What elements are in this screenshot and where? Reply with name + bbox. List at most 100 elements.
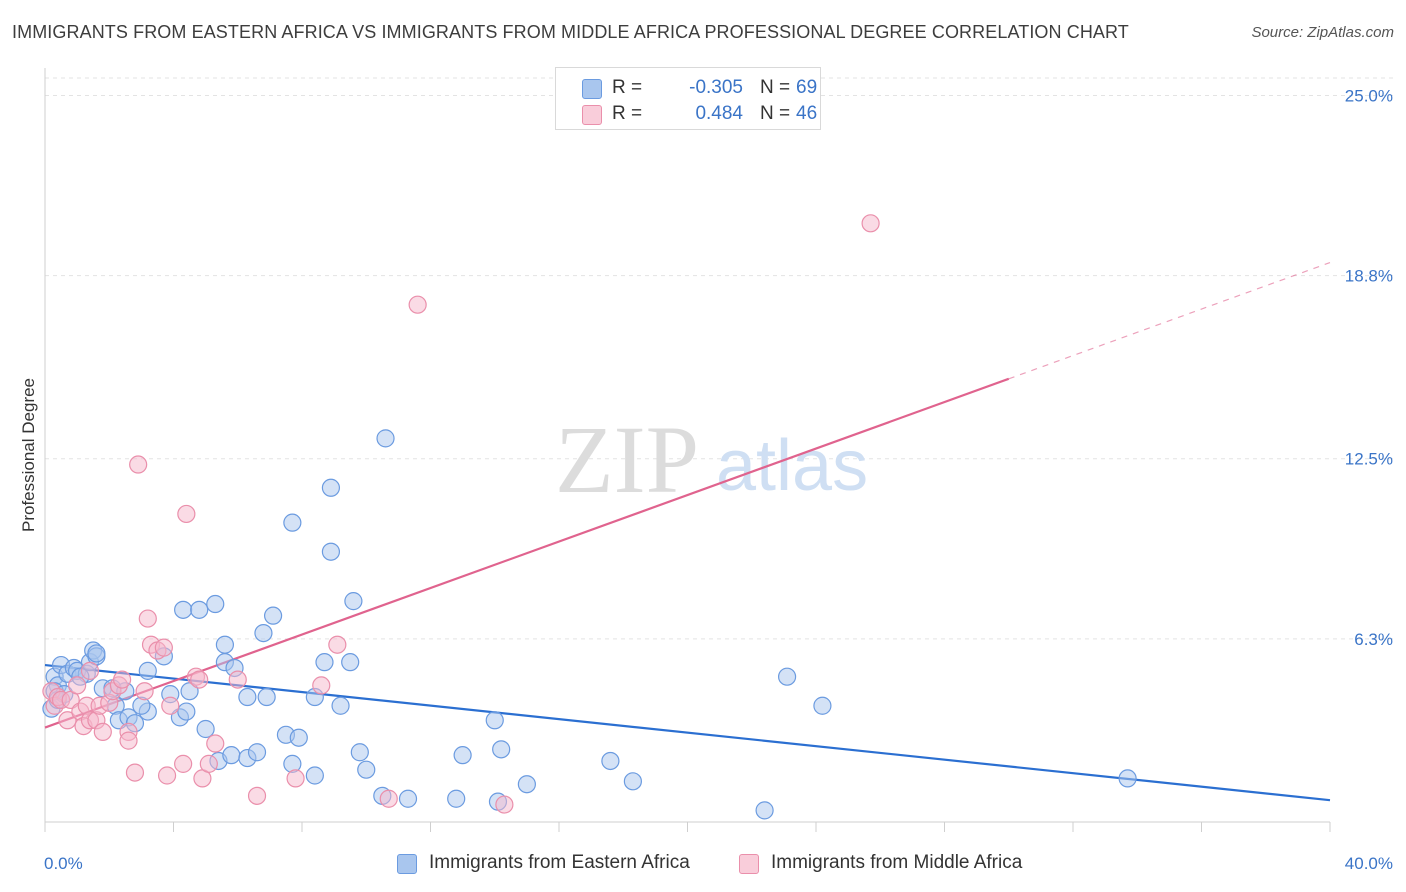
eastern-africa-point xyxy=(341,653,360,672)
middle-africa-point xyxy=(199,754,218,773)
eastern-africa-point xyxy=(87,644,106,663)
x-tick-label: 40.0% xyxy=(1345,854,1393,873)
middle-africa-point xyxy=(154,638,173,657)
eastern-africa-point xyxy=(398,789,418,808)
chart-title: IMMIGRANTS FROM EASTERN AFRICA VS IMMIGR… xyxy=(12,22,1129,42)
eastern-africa-point xyxy=(453,746,472,765)
eastern-africa-point xyxy=(254,623,273,643)
middle-africa-point xyxy=(125,763,145,782)
middle-africa-point xyxy=(379,789,398,808)
middle-africa-point xyxy=(161,696,180,715)
n-label: N = xyxy=(760,77,791,98)
eastern-africa-point xyxy=(222,746,241,765)
eastern-africa-point xyxy=(623,772,642,791)
eastern-africa-point xyxy=(601,751,620,771)
middle-africa-point xyxy=(135,682,154,701)
eastern-africa-point xyxy=(215,635,234,654)
middle-africa-point xyxy=(174,754,193,773)
eastern-africa-point xyxy=(305,766,324,785)
blue-swatch-icon xyxy=(582,79,602,99)
middle-africa-trendline xyxy=(44,377,1010,729)
y-tick-labels: 6.3% 12.5% 18.8% 25.0% xyxy=(1345,86,1393,648)
middle-africa-point xyxy=(177,504,196,524)
correlation-legend: R = -0.305 N = 69 R = 0.484 N = 46 xyxy=(555,67,821,130)
data-points xyxy=(42,214,1137,820)
pink-swatch-icon xyxy=(582,105,602,125)
eastern-africa-point xyxy=(138,661,157,680)
eastern-africa-point xyxy=(206,594,225,614)
trend-lines xyxy=(44,261,1331,802)
source-label: Source: ZipAtlas.com xyxy=(1251,24,1394,41)
eastern-africa-trendline xyxy=(44,663,1331,802)
watermark: ZIP atlas xyxy=(555,406,868,513)
eastern-africa-point xyxy=(174,600,193,619)
eastern-africa-point xyxy=(777,667,797,686)
n-label: N = xyxy=(760,103,791,124)
series-label: Immigrants from Eastern Africa xyxy=(429,852,690,873)
r-label: R = xyxy=(612,77,643,98)
eastern-africa-point xyxy=(331,696,350,715)
eastern-africa-point xyxy=(492,740,511,759)
middle-africa-point xyxy=(286,769,305,788)
eastern-africa-point xyxy=(190,600,209,619)
watermark-zip: ZIP xyxy=(555,406,699,513)
middle-africa-point xyxy=(129,455,148,474)
middle-africa-point xyxy=(495,795,514,814)
middle-africa-point xyxy=(247,786,267,805)
y-tick-label: 25.0% xyxy=(1345,86,1393,105)
eastern-africa-point xyxy=(263,606,283,625)
eastern-africa-point xyxy=(344,592,363,611)
eastern-africa-point xyxy=(350,743,369,762)
eastern-africa-point xyxy=(485,711,504,730)
middle-africa-point xyxy=(312,676,331,695)
middle-africa-trendline-extension xyxy=(1008,261,1331,380)
pink-swatch-icon xyxy=(739,854,759,874)
series-label: Immigrants from Middle Africa xyxy=(771,852,1023,873)
middle-africa-point xyxy=(206,734,225,753)
eastern-africa-point xyxy=(321,542,341,561)
eastern-africa-point xyxy=(376,429,395,448)
r-value: -0.305 xyxy=(689,77,743,98)
middle-africa-point xyxy=(58,711,77,730)
middle-africa-point xyxy=(861,214,880,233)
middle-africa-point xyxy=(138,609,157,628)
middle-africa-point xyxy=(328,635,347,654)
eastern-africa-point xyxy=(1118,769,1137,788)
y-tick-label: 18.8% xyxy=(1345,267,1393,286)
middle-africa-point xyxy=(190,670,209,689)
eastern-africa-point xyxy=(315,653,334,672)
middle-africa-point xyxy=(228,670,247,689)
eastern-africa-point xyxy=(755,801,774,820)
eastern-africa-point xyxy=(517,775,536,794)
middle-africa-point xyxy=(93,722,112,742)
r-value: 0.484 xyxy=(695,103,743,124)
y-axis-label: Professional Degree xyxy=(19,378,38,532)
eastern-africa-point xyxy=(321,478,341,497)
middle-africa-point xyxy=(68,676,87,695)
n-value: 46 xyxy=(796,103,818,124)
y-tick-label: 12.5% xyxy=(1345,450,1393,469)
eastern-africa-point xyxy=(196,719,215,739)
middle-africa-point xyxy=(157,766,177,785)
gridlines xyxy=(45,77,1395,640)
middle-africa-point xyxy=(112,670,132,689)
eastern-africa-point xyxy=(238,687,257,707)
eastern-africa-point xyxy=(289,728,308,747)
x-tick-label: 0.0% xyxy=(44,854,83,873)
middle-africa-point xyxy=(80,661,100,680)
middle-africa-point xyxy=(119,731,138,750)
blue-swatch-icon xyxy=(397,854,417,874)
eastern-africa-point xyxy=(813,696,832,715)
x-tick-labels: 0.0% 40.0% xyxy=(44,854,1393,873)
eastern-africa-point xyxy=(357,760,376,779)
y-tick-label: 6.3% xyxy=(1354,630,1393,649)
r-label: R = xyxy=(612,103,643,124)
eastern-africa-point xyxy=(247,743,267,762)
eastern-africa-point xyxy=(447,789,466,808)
middle-africa-point xyxy=(408,295,427,314)
eastern-africa-point xyxy=(283,513,302,532)
n-value: 69 xyxy=(796,77,818,98)
eastern-africa-point xyxy=(177,702,196,721)
eastern-africa-point xyxy=(257,687,276,707)
